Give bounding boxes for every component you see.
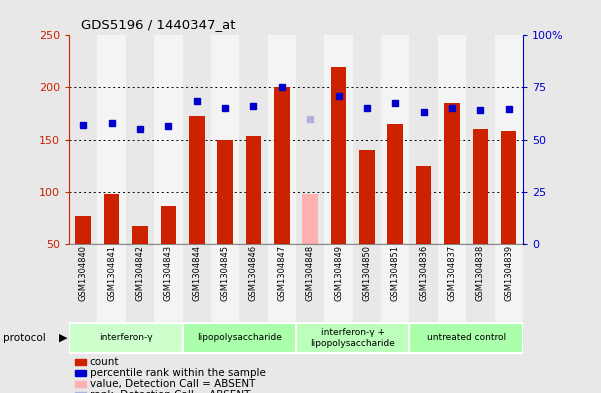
Bar bbox=[189, 116, 204, 244]
Text: GSM1304836: GSM1304836 bbox=[419, 245, 428, 301]
Bar bbox=[495, 244, 523, 322]
Bar bbox=[211, 35, 239, 244]
Bar bbox=[218, 140, 233, 244]
Text: protocol: protocol bbox=[3, 333, 46, 343]
Bar bbox=[416, 165, 432, 244]
Bar bbox=[183, 35, 211, 244]
Text: GSM1304845: GSM1304845 bbox=[221, 245, 230, 301]
Text: GSM1304842: GSM1304842 bbox=[135, 245, 144, 301]
Bar bbox=[409, 323, 523, 353]
Bar bbox=[438, 35, 466, 244]
Bar bbox=[76, 215, 91, 244]
Bar bbox=[246, 136, 261, 244]
Bar bbox=[97, 35, 126, 244]
Text: GSM1304840: GSM1304840 bbox=[79, 245, 88, 301]
Bar bbox=[69, 323, 183, 353]
Text: GSM1304841: GSM1304841 bbox=[107, 245, 116, 301]
Text: GSM1304846: GSM1304846 bbox=[249, 245, 258, 301]
Bar bbox=[69, 35, 97, 244]
Bar bbox=[381, 244, 409, 322]
Bar bbox=[239, 35, 267, 244]
Bar bbox=[154, 244, 183, 322]
Bar bbox=[325, 35, 353, 244]
Bar bbox=[388, 124, 403, 244]
Bar bbox=[501, 131, 516, 244]
Text: GSM1304839: GSM1304839 bbox=[504, 245, 513, 301]
Text: value, Detection Call = ABSENT: value, Detection Call = ABSENT bbox=[90, 379, 255, 389]
Bar bbox=[353, 35, 381, 244]
Text: GSM1304838: GSM1304838 bbox=[476, 245, 485, 301]
Bar bbox=[154, 35, 183, 244]
Bar bbox=[160, 206, 176, 244]
Bar bbox=[472, 129, 488, 244]
Text: GSM1304850: GSM1304850 bbox=[362, 245, 371, 301]
Bar bbox=[444, 103, 460, 244]
Bar bbox=[183, 323, 296, 353]
Bar bbox=[353, 244, 381, 322]
Text: GSM1304844: GSM1304844 bbox=[192, 245, 201, 301]
Bar bbox=[267, 35, 296, 244]
Text: GSM1304851: GSM1304851 bbox=[391, 245, 400, 301]
Bar bbox=[466, 244, 495, 322]
Text: GSM1304837: GSM1304837 bbox=[448, 245, 457, 301]
Bar bbox=[302, 194, 318, 244]
Bar bbox=[267, 244, 296, 322]
Bar bbox=[296, 35, 325, 244]
Bar bbox=[359, 150, 374, 244]
Text: untreated control: untreated control bbox=[427, 334, 505, 342]
Text: lipopolysaccharide: lipopolysaccharide bbox=[197, 334, 282, 342]
Text: GSM1304847: GSM1304847 bbox=[277, 245, 286, 301]
Text: GSM1304843: GSM1304843 bbox=[164, 245, 173, 301]
Text: rank, Detection Call = ABSENT: rank, Detection Call = ABSENT bbox=[90, 390, 250, 393]
Bar bbox=[325, 244, 353, 322]
Bar bbox=[104, 194, 120, 244]
Text: GDS5196 / 1440347_at: GDS5196 / 1440347_at bbox=[81, 18, 236, 31]
Bar bbox=[239, 244, 267, 322]
Text: count: count bbox=[90, 357, 119, 367]
Text: percentile rank within the sample: percentile rank within the sample bbox=[90, 368, 266, 378]
Bar bbox=[183, 244, 211, 322]
Bar bbox=[126, 244, 154, 322]
Bar bbox=[211, 244, 239, 322]
Bar bbox=[126, 35, 154, 244]
Bar bbox=[466, 35, 495, 244]
Bar bbox=[296, 323, 409, 353]
Bar bbox=[381, 35, 409, 244]
Bar bbox=[296, 244, 325, 322]
Bar bbox=[274, 87, 290, 244]
Text: GSM1304848: GSM1304848 bbox=[306, 245, 315, 301]
Text: interferon-γ: interferon-γ bbox=[99, 334, 153, 342]
Bar bbox=[438, 244, 466, 322]
Bar bbox=[69, 244, 97, 322]
Bar bbox=[132, 226, 148, 244]
Bar bbox=[97, 244, 126, 322]
Text: interferon-γ +
lipopolysaccharide: interferon-γ + lipopolysaccharide bbox=[310, 328, 395, 348]
Bar bbox=[409, 244, 438, 322]
Bar bbox=[409, 35, 438, 244]
Bar bbox=[495, 35, 523, 244]
Text: GSM1304849: GSM1304849 bbox=[334, 245, 343, 301]
Bar bbox=[331, 66, 346, 244]
Text: ▶: ▶ bbox=[59, 333, 67, 343]
